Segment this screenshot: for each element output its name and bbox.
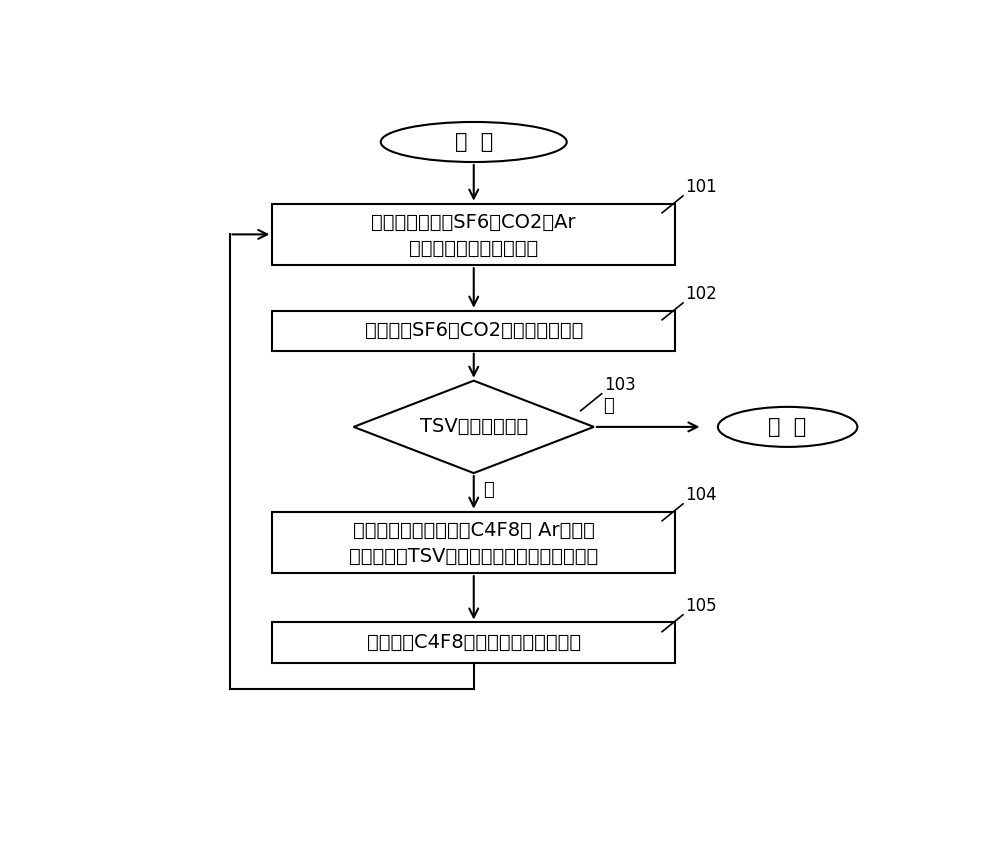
Text: 停止通入C4F8，聚合物沉积步骤终止: 停止通入C4F8，聚合物沉积步骤终止 [367,633,581,652]
Text: 停止通入SF6、CO2，刻蚀步骤终止: 停止通入SF6、CO2，刻蚀步骤终止 [365,321,583,340]
Text: 聚合物沉积步骤：通入C4F8和 Ar，在已: 聚合物沉积步骤：通入C4F8和 Ar，在已 [353,521,595,540]
Polygon shape [354,381,594,473]
Text: 否: 否 [483,481,494,499]
Text: 开  始: 开 始 [455,132,493,152]
Text: 102: 102 [685,285,717,303]
Text: 是: 是 [603,397,614,415]
Text: TSV刻蚀是否结束: TSV刻蚀是否结束 [420,418,528,437]
Bar [272,622,675,663]
Bar [272,311,675,351]
Text: 结  束: 结 束 [768,417,807,437]
Text: 103: 103 [604,376,636,394]
Bar [272,512,675,574]
Ellipse shape [718,407,857,447]
Text: 105: 105 [685,597,717,615]
Text: 101: 101 [685,178,717,196]
Text: 104: 104 [685,486,717,504]
Bar [272,204,675,265]
Ellipse shape [381,122,567,162]
Text: 对体硅进行反应离子刻蚀: 对体硅进行反应离子刻蚀 [409,239,538,258]
Text: 刻蚀形成的TSV部分的侧壁沉积聚合物层薄膜: 刻蚀形成的TSV部分的侧壁沉积聚合物层薄膜 [349,547,598,566]
Text: 刻蚀步骤：通入SF6、CO2和Ar: 刻蚀步骤：通入SF6、CO2和Ar [371,213,576,232]
